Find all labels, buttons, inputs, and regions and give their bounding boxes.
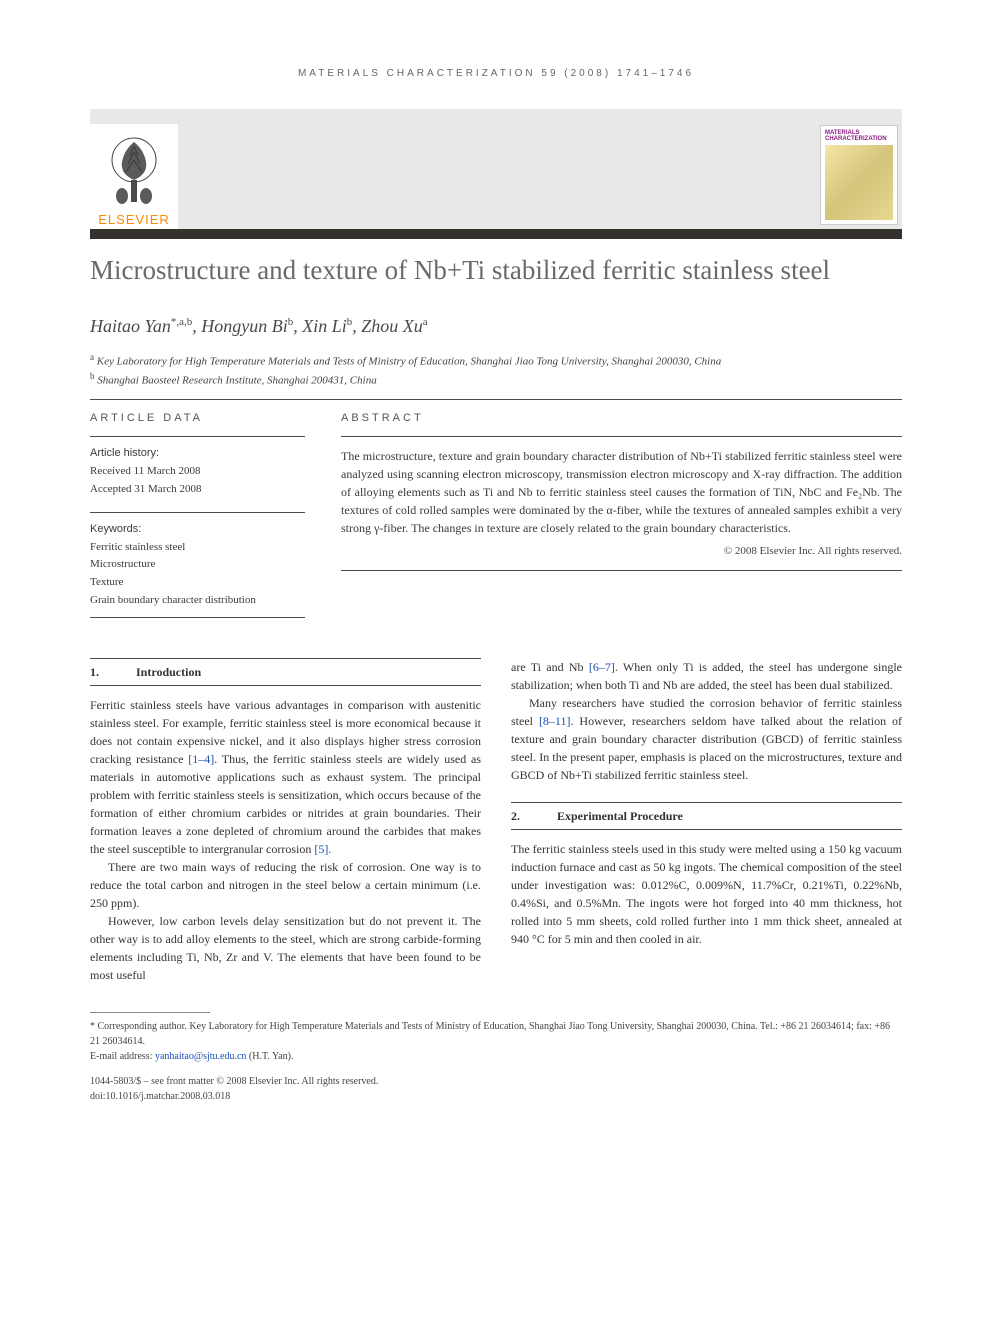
publisher-name: ELSEVIER (98, 212, 170, 227)
running-head: MATERIALS CHARACTERIZATION 59 (2008) 174… (90, 68, 902, 79)
keyword: Texture (90, 574, 305, 592)
keyword: Microstructure (90, 556, 305, 574)
received-date: Received 11 March 2008 (90, 463, 305, 481)
abstract-copyright: © 2008 Elsevier Inc. All rights reserved… (341, 543, 902, 560)
para-1c: . (328, 842, 331, 856)
para-5b: . However, researchers seldom have talke… (511, 714, 902, 782)
abstract-block: ABSTRACT The microstructure, texture and… (341, 412, 902, 632)
section-2-head: 2. Experimental Procedure (511, 802, 902, 830)
abstract-head: ABSTRACT (341, 412, 902, 424)
section-1-title: Introduction (136, 663, 201, 681)
keyword: Ferritic stainless steel (90, 539, 305, 557)
doi-line: doi:10.1016/j.matchar.2008.03.018 (90, 1089, 902, 1104)
keywords-block: Keywords: Ferritic stainless steelMicros… (90, 512, 305, 618)
para-4: are Ti and Nb [6–7]. When only Ti is add… (511, 658, 902, 694)
section-2-num: 2. (511, 807, 557, 825)
para-4a: are Ti and Nb (511, 660, 589, 674)
header-rule-bar (90, 229, 902, 239)
body-columns: 1. Introduction Ferritic stainless steel… (90, 658, 902, 984)
accepted-date: Accepted 31 March 2008 (90, 481, 305, 499)
article-history: Article history: Received 11 March 2008 … (90, 436, 305, 498)
front-matter-line: 1044-5803/$ – see front matter © 2008 El… (90, 1074, 902, 1089)
article-title: Microstructure and texture of Nb+Ti stab… (90, 253, 902, 288)
para-3: However, low carbon levels delay sensiti… (90, 912, 481, 984)
section-1-head: 1. Introduction (90, 658, 481, 686)
keyword: Grain boundary character distribution (90, 592, 305, 610)
affiliation: b Shanghai Baosteel Research Institute, … (90, 370, 902, 389)
column-right: are Ti and Nb [6–7]. When only Ti is add… (511, 658, 902, 984)
divider (90, 399, 902, 400)
footnote-separator (90, 1012, 210, 1013)
section-2-title: Experimental Procedure (557, 807, 683, 825)
abstract-text: The microstructure, texture and grain bo… (341, 449, 902, 535)
para-2: There are two main ways of reducing the … (90, 858, 481, 912)
abstract-body: The microstructure, texture and grain bo… (341, 436, 902, 571)
doi-block: 1044-5803/$ – see front matter © 2008 El… (90, 1074, 902, 1104)
author: Zhou Xua (361, 316, 427, 336)
ref-link[interactable]: [5] (314, 842, 328, 856)
affiliations: a Key Laboratory for High Temperature Ma… (90, 351, 902, 389)
author: Hongyun Bib (201, 316, 293, 336)
publisher-logo[interactable]: ELSEVIER (90, 124, 178, 229)
email-link[interactable]: yanhaitao@sjtu.edu.cn (155, 1051, 246, 1062)
para-1: Ferritic stainless steels have various a… (90, 696, 481, 858)
article-info-row: ARTICLE DATA Article history: Received 1… (90, 412, 902, 632)
author: Xin Lib (302, 316, 352, 336)
ref-link[interactable]: [6–7] (589, 660, 615, 674)
ref-link[interactable]: [1–4] (188, 752, 214, 766)
email-suffix: (H.T. Yan). (246, 1051, 293, 1062)
email-label: E-mail address: (90, 1051, 155, 1062)
author-list: Haitao Yan*,a,b, Hongyun Bib, Xin Lib, Z… (90, 316, 902, 337)
author: Haitao Yan*,a,b (90, 316, 192, 336)
column-left: 1. Introduction Ferritic stainless steel… (90, 658, 481, 984)
email-line: E-mail address: yanhaitao@sjtu.edu.cn (H… (90, 1049, 902, 1064)
article-data-block: ARTICLE DATA Article history: Received 1… (90, 412, 305, 632)
article-data-head: ARTICLE DATA (90, 412, 305, 424)
ref-link[interactable]: [8–11] (539, 714, 571, 728)
journal-cover-title: MATERIALS CHARACTERIZATION (825, 130, 893, 142)
journal-cover-image (825, 145, 893, 220)
elsevier-tree-icon (94, 130, 174, 210)
section-1-num: 1. (90, 663, 136, 681)
keywords-label: Keywords: (90, 521, 305, 539)
para-1b: . Thus, the ferritic stainless steels ar… (90, 752, 481, 856)
header-banner: ELSEVIER MATERIALS CHARACTERIZATION (90, 109, 902, 229)
journal-cover-thumbnail[interactable]: MATERIALS CHARACTERIZATION (820, 125, 898, 225)
para-5: Many researchers have studied the corros… (511, 694, 902, 784)
affiliation: a Key Laboratory for High Temperature Ma… (90, 351, 902, 370)
corresponding-author: * Corresponding author. Key Laboratory f… (90, 1019, 902, 1049)
footnotes: * Corresponding author. Key Laboratory f… (90, 1019, 902, 1064)
para-6: The ferritic stainless steels used in th… (511, 840, 902, 948)
history-label: Article history: (90, 445, 305, 463)
